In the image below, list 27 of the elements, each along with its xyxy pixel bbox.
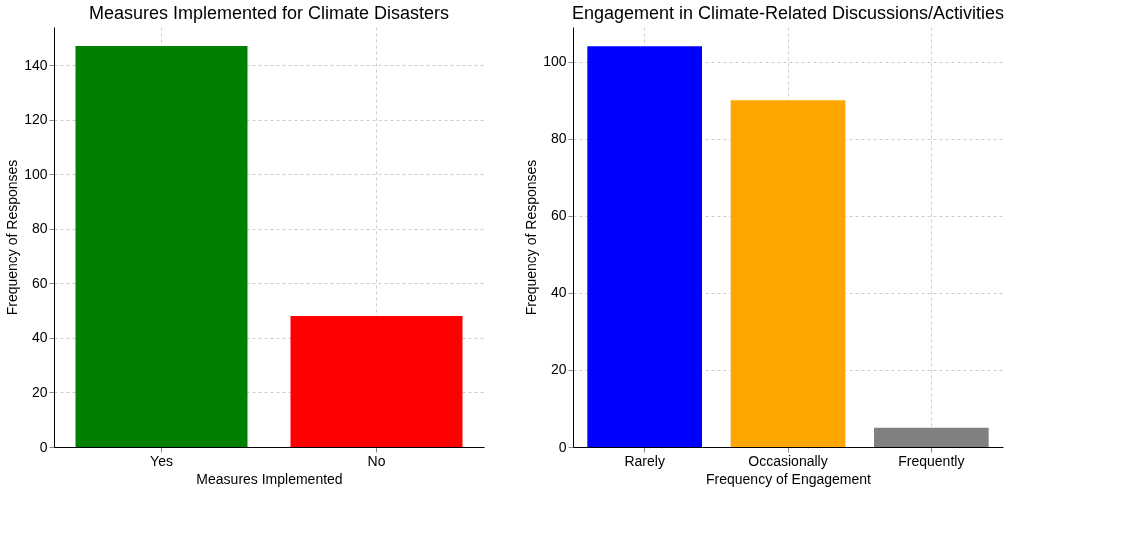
x-tick-label: Occasionally <box>748 452 828 469</box>
y-tick-label: 140 <box>24 56 48 73</box>
y-tick-label: 0 <box>558 438 567 455</box>
y-tick-label: 80 <box>550 130 567 147</box>
bar <box>587 46 702 447</box>
y-axis-title: Frequency of Responses <box>4 159 21 316</box>
y-axis-title: Frequency of Responses <box>523 159 540 316</box>
x-tick-label: Frequently <box>898 452 965 469</box>
y-tick-label: 60 <box>550 207 567 224</box>
y-tick-label: 60 <box>31 274 48 291</box>
x-axis-title: Frequency of Engagement <box>706 470 872 487</box>
x-tick-label: Rarely <box>624 452 665 469</box>
y-tick-label: 40 <box>31 329 48 346</box>
x-axis-title: Measures Implemented <box>196 470 343 487</box>
y-tick-label: 80 <box>31 220 48 237</box>
y-tick-label: 20 <box>31 383 48 400</box>
x-tick-label: Yes <box>150 452 173 469</box>
x-tick-label: No <box>367 452 386 469</box>
y-tick-label: 100 <box>24 165 48 182</box>
y-tick-label: 120 <box>24 111 48 128</box>
bar <box>730 100 846 447</box>
chart-title: Engagement in Climate-Related Discussions/Activities <box>571 3 1005 23</box>
y-tick-label: 40 <box>550 284 567 301</box>
y-tick-label: 100 <box>543 53 567 70</box>
chart-title: Measures Implemented for Climate Disasters <box>88 3 450 23</box>
y-tick-label: 0 <box>39 438 48 455</box>
y-tick-label: 20 <box>550 361 567 378</box>
